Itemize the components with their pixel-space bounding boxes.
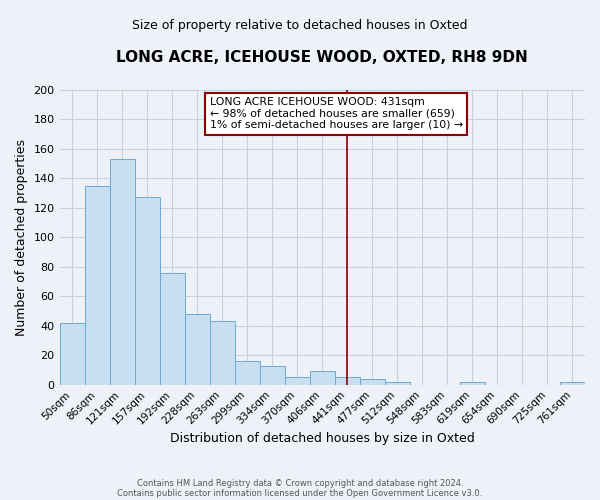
Bar <box>59 323 85 384</box>
Title: LONG ACRE, ICEHOUSE WOOD, OXTED, RH8 9DN: LONG ACRE, ICEHOUSE WOOD, OXTED, RH8 9DN <box>116 50 528 65</box>
Text: Size of property relative to detached houses in Oxted: Size of property relative to detached ho… <box>132 20 468 32</box>
Bar <box>160 272 185 384</box>
Text: Contains public sector information licensed under the Open Government Licence v3: Contains public sector information licen… <box>118 488 482 498</box>
Bar <box>235 361 260 384</box>
Bar <box>134 198 160 384</box>
Bar <box>110 159 134 384</box>
Bar <box>460 382 485 384</box>
Bar <box>209 322 235 384</box>
Bar <box>260 366 285 384</box>
Bar <box>85 186 110 384</box>
Y-axis label: Number of detached properties: Number of detached properties <box>15 139 28 336</box>
Bar <box>285 378 310 384</box>
X-axis label: Distribution of detached houses by size in Oxted: Distribution of detached houses by size … <box>170 432 475 445</box>
Bar <box>560 382 585 384</box>
Bar <box>335 378 360 384</box>
Text: LONG ACRE ICEHOUSE WOOD: 431sqm
← 98% of detached houses are smaller (659)
1% of: LONG ACRE ICEHOUSE WOOD: 431sqm ← 98% of… <box>209 97 463 130</box>
Bar <box>385 382 410 384</box>
Bar <box>185 314 209 384</box>
Bar <box>310 372 335 384</box>
Bar <box>360 379 385 384</box>
Text: Contains HM Land Registry data © Crown copyright and database right 2024.: Contains HM Land Registry data © Crown c… <box>137 478 463 488</box>
